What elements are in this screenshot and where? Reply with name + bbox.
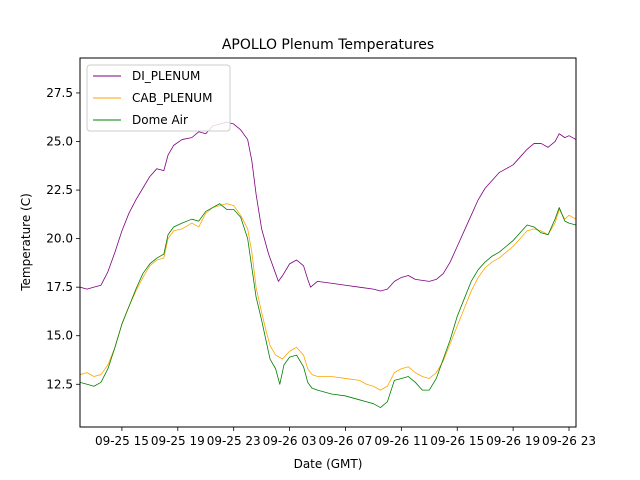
series-line-dome-air — [80, 203, 576, 408]
y-tick-label: 25.0 — [46, 135, 73, 149]
legend-label: CAB_PLENUM — [132, 91, 212, 105]
x-tick-label: 09-26 19 — [486, 434, 540, 448]
x-axis-label: Date (GMT) — [294, 457, 363, 471]
x-tick-label: 09-26 23 — [542, 434, 596, 448]
x-tick-label: 09-25 15 — [95, 434, 149, 448]
x-tick-label: 09-25 19 — [151, 434, 205, 448]
x-axis: 09-25 15 09-25 19 09-25 23 09-26 03 09-26 07… — [95, 427, 596, 448]
y-tick-label: 22.5 — [46, 183, 73, 197]
y-tick-label: 12.5 — [46, 377, 73, 391]
x-tick-label: 09-26 03 — [263, 434, 317, 448]
series-line-cab-plenum — [80, 203, 576, 391]
legend-label: Dome Air — [132, 113, 188, 127]
series-line-di-plenum — [80, 121, 576, 292]
y-tick-label: 15.0 — [46, 329, 73, 343]
y-axis: 12.5 15.0 17.5 20.0 22.5 25.0 27.5 — [46, 86, 80, 391]
y-tick-label: 17.5 — [46, 280, 73, 294]
plot-area — [79, 57, 577, 428]
x-tick-label: 09-26 15 — [430, 434, 484, 448]
y-tick-label: 20.0 — [46, 232, 73, 246]
y-tick-label: 27.5 — [46, 86, 73, 100]
plot-frame — [79, 57, 577, 428]
x-tick-label: 09-26 11 — [374, 434, 428, 448]
x-tick-label: 09-26 07 — [318, 434, 372, 448]
y-axis-label: Temperature (C) — [19, 193, 33, 292]
chart-title: APOLLO Plenum Temperatures — [222, 37, 434, 53]
legend: DI_PLENUM CAB_PLENUM Dome Air — [86, 64, 231, 132]
series-group — [80, 121, 576, 408]
legend-label: DI_PLENUM — [132, 69, 200, 83]
x-tick-label: 09-25 23 — [207, 434, 261, 448]
legend-box — [86, 64, 231, 132]
